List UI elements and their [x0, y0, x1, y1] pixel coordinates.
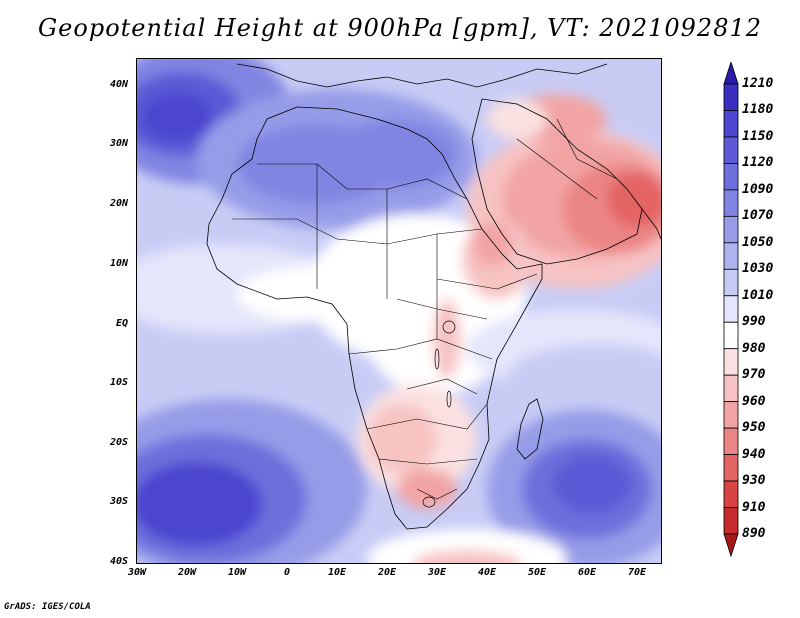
colorbar-bottom-triangle [723, 533, 739, 558]
colorbar-box [723, 321, 739, 350]
lat-label-30S: 30S [109, 496, 128, 507]
colorbar [723, 62, 739, 558]
colorbar-box [723, 480, 739, 508]
map-area [136, 58, 662, 564]
lat-label-10S: 10S [109, 377, 128, 388]
colorbar-box [723, 189, 739, 217]
lon-label-20E: 20E [377, 567, 397, 578]
lon-label-0: 0 [283, 567, 291, 578]
colorbar-label: 1150 [742, 128, 774, 144]
colorbar-box [723, 427, 739, 455]
colorbar-label: 910 [742, 499, 766, 515]
colorbar-label: 930 [742, 473, 766, 489]
credit-text: GrADS: IGES/COLA [4, 602, 91, 612]
colorbar-label: 1210 [742, 76, 774, 91]
lat-label-30N: 30N [109, 138, 128, 149]
colorbar-box [723, 83, 739, 111]
lat-label-40S: 40S [109, 556, 128, 567]
colorbar-label: 940 [742, 446, 766, 462]
lon-label-30W: 30W [127, 567, 147, 578]
lon-label-10W: 10W [227, 567, 247, 578]
colorbar-label: 890 [742, 526, 766, 541]
colorbar-label: 1030 [742, 261, 774, 277]
colorbar-label: 950 [742, 420, 766, 436]
lat-label-40N: 40N [109, 79, 128, 90]
lakes [422, 320, 456, 508]
lat-label-20N: 20N [109, 198, 128, 209]
lon-label-30E: 30E [427, 567, 447, 578]
colorbar-label: 1010 [742, 287, 774, 303]
lat-label-20S: 20S [109, 437, 128, 448]
colorbar-box [723, 110, 739, 138]
country-borders [232, 118, 618, 500]
lat-label-EQ: EQ [115, 318, 128, 329]
colorbar-label: 990 [742, 314, 766, 330]
colorbar-label: 970 [742, 367, 766, 383]
colorbar-label: 960 [742, 393, 766, 409]
colorbar-label: 1070 [742, 208, 774, 224]
colorbar-box [723, 163, 739, 191]
colorbar-label: 1120 [742, 155, 774, 171]
height-field [137, 59, 661, 563]
colorbar-box [723, 268, 739, 297]
lon-label-20W: 20W [177, 567, 197, 578]
colorbar-box [723, 136, 739, 164]
colorbar-label: 980 [742, 340, 766, 356]
lon-label-70E: 70E [627, 567, 647, 578]
lon-label-40E: 40E [477, 567, 497, 578]
colorbar-top-triangle [723, 62, 739, 85]
lon-label-10E: 10E [327, 567, 347, 578]
colorbar-box [723, 374, 739, 403]
colorbar-box [723, 215, 739, 244]
colorbar-box [723, 454, 739, 482]
chart-title: Geopotential Height at 900hPa [gpm], VT:… [38, 14, 762, 42]
colorbar-box [723, 242, 739, 270]
lon-label-50E: 50E [527, 567, 547, 578]
colorbar-box [723, 348, 739, 376]
colorbar-label: 1180 [742, 102, 774, 118]
lon-label-60E: 60E [577, 567, 597, 578]
lat-label-10N: 10N [109, 258, 128, 269]
colorbar-label: 1090 [742, 181, 774, 197]
colorbar-label: 1050 [742, 234, 774, 250]
colorbar-box [723, 507, 739, 535]
map-svg [137, 59, 661, 563]
colorbar-box [723, 401, 739, 429]
colorbar-box [723, 295, 739, 323]
